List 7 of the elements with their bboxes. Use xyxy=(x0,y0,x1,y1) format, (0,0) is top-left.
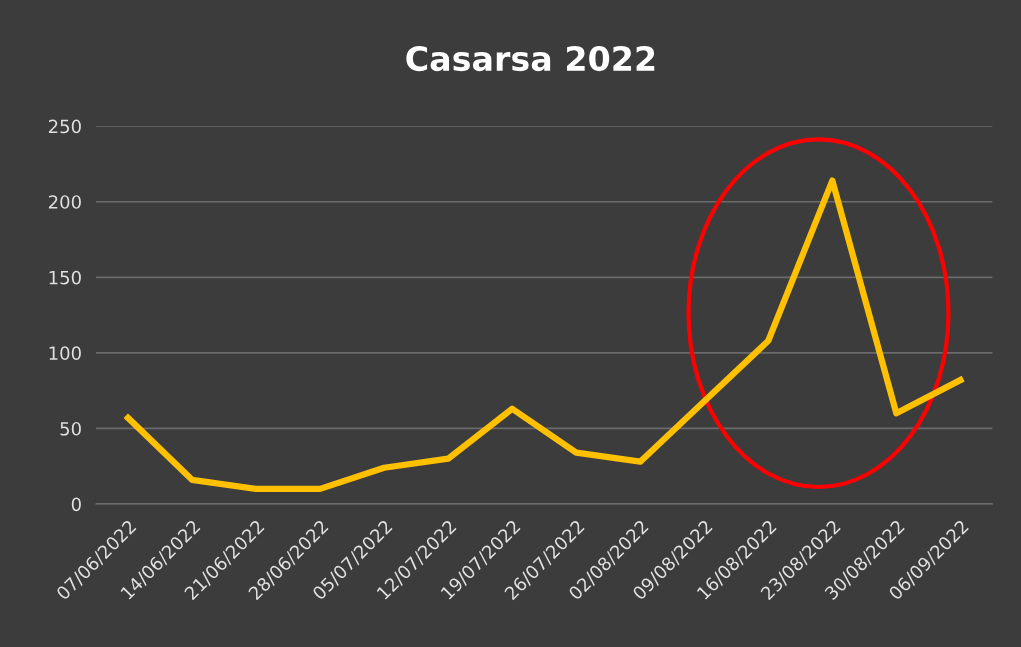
y-tick-label: 250 xyxy=(48,119,81,134)
y-tick-label: 100 xyxy=(49,346,81,360)
y-tick-label: 50 xyxy=(60,421,81,436)
y-tick-label: 0 xyxy=(71,497,81,512)
y-tick-label: 200 xyxy=(48,195,81,209)
y-tick-label: 150 xyxy=(49,270,81,285)
chart-title: Casarsa 2022 xyxy=(406,45,655,72)
